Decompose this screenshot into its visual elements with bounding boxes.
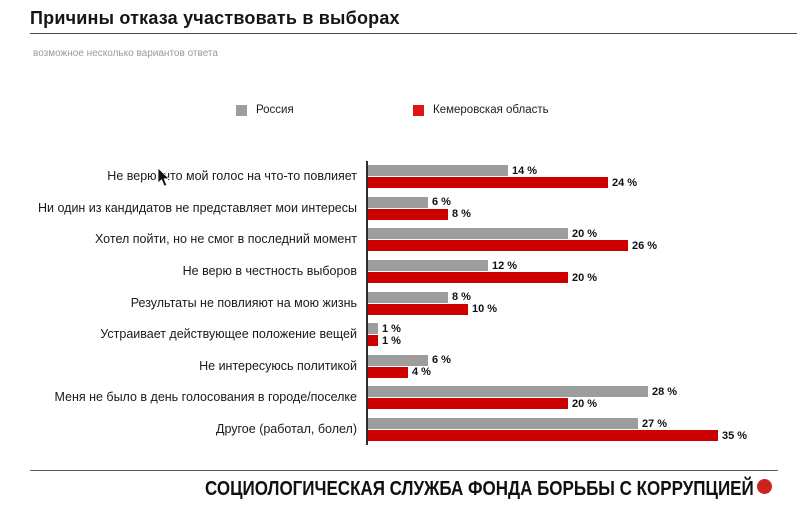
value-label: 10 % bbox=[472, 303, 498, 316]
row-bars: 6 % 4 % bbox=[366, 350, 800, 383]
bar-russia bbox=[368, 260, 488, 272]
row-bars: 27 % 35 % bbox=[366, 413, 800, 446]
subtitle: возможное несколько вариантов ответа bbox=[33, 48, 218, 59]
bar-kemerovo bbox=[368, 335, 378, 347]
bar-russia bbox=[368, 196, 428, 208]
legend-item-russia: Россия bbox=[236, 104, 294, 116]
bar-kemerovo bbox=[368, 272, 568, 284]
bar-russia bbox=[368, 386, 648, 398]
category-label: Другое (работал, болел) bbox=[216, 421, 357, 436]
row-bars: 6 % 8 % bbox=[366, 192, 800, 225]
bar-kemerovo bbox=[368, 303, 468, 315]
legend-swatch-red-icon bbox=[413, 104, 424, 116]
row-bars: 20 % 26 % bbox=[366, 224, 800, 256]
category-label: Ни один из кандидатов не представляет мо… bbox=[37, 200, 357, 215]
category-label: Не верю, что мой голос на что-то повлияе… bbox=[107, 169, 357, 184]
category-label: Не интересуюсь политикой bbox=[199, 358, 357, 373]
red-dot-icon bbox=[757, 479, 772, 494]
chart-row: Ни один из кандидатов не представляет мо… bbox=[0, 192, 800, 225]
mouse-cursor-icon bbox=[157, 168, 170, 187]
legend-item-kemerovo: Кемеровская область bbox=[413, 104, 549, 116]
footer-text: СОЦИОЛОГИЧЕСКАЯ СЛУЖБА ФОНДА БОРЬБЫ С КО… bbox=[205, 478, 754, 500]
chart-legend: Россия Кемеровская область bbox=[0, 104, 800, 120]
value-label: 1 % bbox=[382, 334, 401, 347]
value-label: 26 % bbox=[632, 239, 658, 252]
bar-russia bbox=[368, 323, 378, 335]
chart-row: Хотел пойти, но не смог в последний моме… bbox=[0, 224, 800, 256]
bar-russia bbox=[368, 228, 568, 240]
legend-label-kemerovo: Кемеровская область bbox=[433, 104, 549, 116]
bar-russia bbox=[368, 354, 428, 366]
bar-kemerovo bbox=[368, 430, 718, 442]
row-bars: 8 % 10 % bbox=[366, 287, 800, 319]
row-bars: 28 % 20 % bbox=[366, 382, 800, 414]
value-label: 4 % bbox=[412, 366, 431, 379]
page-title: Причины отказа участвовать в выборах bbox=[30, 8, 400, 28]
value-label: 8 % bbox=[452, 291, 471, 304]
bar-russia bbox=[368, 165, 508, 177]
footer-divider bbox=[30, 470, 778, 471]
chart-row: Результаты не повлияют на мою жизнь 8 % 10… bbox=[0, 287, 800, 319]
value-label: 35 % bbox=[722, 429, 748, 442]
category-label: Хотел пойти, но не смог в последний моме… bbox=[94, 232, 357, 247]
value-label: 28 % bbox=[652, 385, 678, 398]
bar-kemerovo bbox=[368, 177, 608, 189]
bar-kemerovo bbox=[368, 208, 448, 220]
bar-kemerovo bbox=[368, 366, 408, 378]
row-bars: 1 % 1 % bbox=[366, 318, 800, 351]
category-label: Результаты не повлияют на мою жизнь bbox=[130, 295, 357, 310]
bar-russia bbox=[368, 291, 448, 303]
chart-rows: Не верю, что мой голос на что-то повлияе… bbox=[0, 161, 800, 446]
bar-kemerovo bbox=[368, 398, 568, 410]
row-bars: 14 % 24 % bbox=[366, 161, 800, 193]
value-label: 6 % bbox=[432, 354, 451, 367]
value-label: 24 % bbox=[612, 176, 638, 189]
chart-row: Не верю, что мой голос на что-то повлияе… bbox=[0, 161, 800, 193]
value-label: 20 % bbox=[572, 227, 598, 240]
value-label: 6 % bbox=[432, 196, 451, 209]
chart-row: Другое (работал, болел) 27 % 35 % bbox=[0, 413, 800, 446]
value-label: 14 % bbox=[512, 164, 538, 177]
value-label: 12 % bbox=[492, 259, 518, 272]
value-label: 8 % bbox=[452, 208, 471, 221]
bar-russia bbox=[368, 418, 638, 430]
row-bars: 12 % 20 % bbox=[366, 255, 800, 288]
value-label: 20 % bbox=[572, 271, 598, 284]
bar-kemerovo bbox=[368, 240, 628, 252]
legend-label-russia: Россия bbox=[256, 104, 294, 116]
value-label: 1 % bbox=[382, 322, 401, 335]
chart-row: Меня не было в день голосования в городе… bbox=[0, 382, 800, 414]
chart-row: Устраивает действующее положение вещей 1 … bbox=[0, 318, 800, 351]
title-divider bbox=[30, 33, 797, 34]
value-label: 27 % bbox=[642, 417, 668, 430]
chart-row: Не интересуюсь политикой 6 % 4 % bbox=[0, 350, 800, 383]
category-label: Устраивает действующее положение вещей bbox=[100, 327, 357, 342]
value-label: 20 % bbox=[572, 397, 598, 410]
category-label: Не верю в честность выборов bbox=[182, 264, 357, 279]
chart-row: Не верю в честность выборов 12 % 20 % bbox=[0, 255, 800, 288]
legend-swatch-gray-icon bbox=[236, 104, 247, 116]
category-label: Меня не было в день голосования в городе… bbox=[54, 390, 357, 405]
